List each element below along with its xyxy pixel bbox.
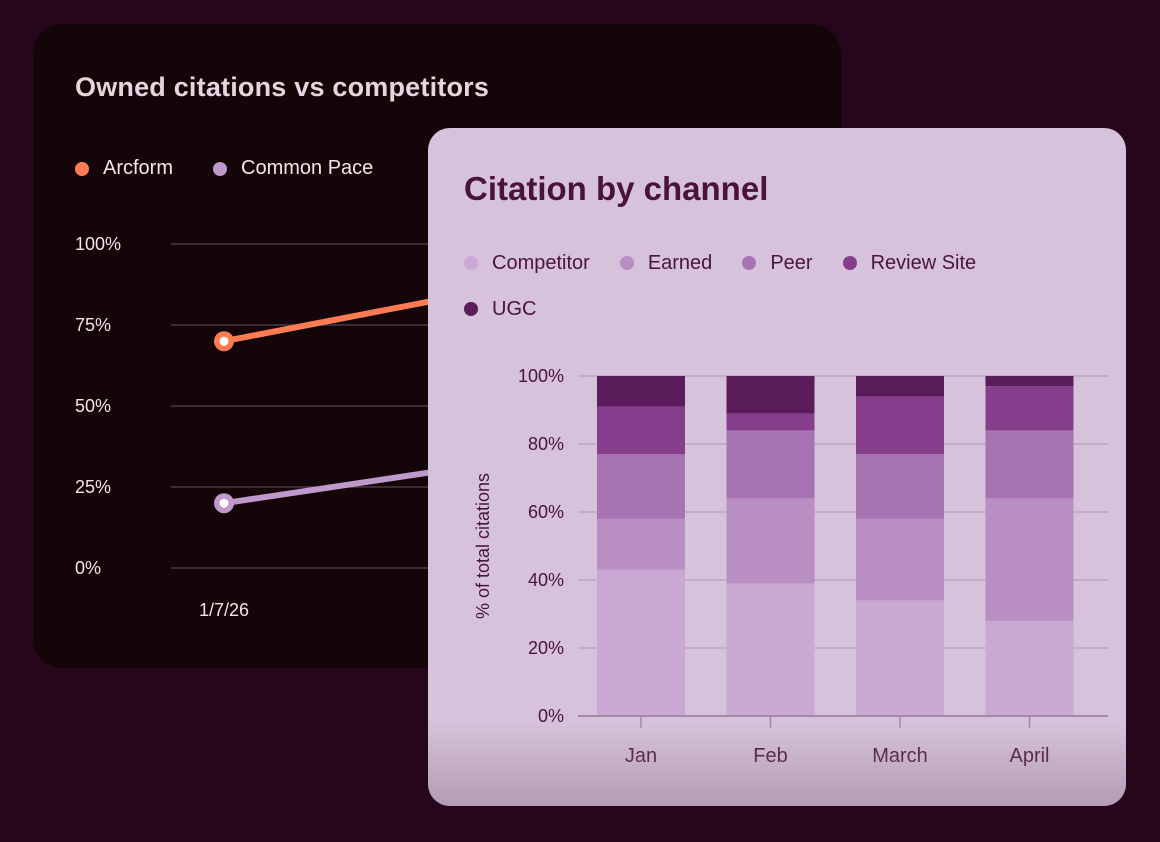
y-tick-label: 75% xyxy=(75,315,111,335)
owned-citations-legend: Arcform Common Pace xyxy=(75,157,413,180)
citation-by-channel-legend: Competitor Earned Peer Review Site UGC xyxy=(464,252,1084,320)
legend-item-arcform: Arcform xyxy=(75,157,173,180)
citation-by-channel-card: Citation by channel Competitor Earned Peer… xyxy=(428,128,1126,806)
data-point-center xyxy=(219,336,229,346)
bar-segment-competitor xyxy=(726,583,815,716)
bar-segment-competitor xyxy=(597,569,685,716)
bar-segment-competitor xyxy=(856,600,944,716)
legend-label: Peer xyxy=(770,251,813,274)
legend-item-common-pace: Common Pace xyxy=(213,157,373,180)
legend-dot xyxy=(464,302,478,316)
bar-segment-review-site xyxy=(726,413,815,431)
bar-segment-peer xyxy=(726,430,815,499)
arcform-legend-label: Arcform xyxy=(103,157,173,179)
bar-segment-earned xyxy=(985,498,1074,621)
y-tick-label: 80% xyxy=(528,434,564,454)
common-pace-legend-label: Common Pace xyxy=(241,157,374,179)
y-axis-title: % of total citations xyxy=(473,473,493,619)
y-tick-label: 100% xyxy=(518,366,564,386)
y-tick-label: 0% xyxy=(75,558,101,578)
legend-label: Competitor xyxy=(492,251,590,274)
legend-item: Competitor xyxy=(464,252,590,274)
bar-segment-ugc xyxy=(597,376,685,407)
legend-item: Review Site xyxy=(842,251,977,274)
bar-segment-earned xyxy=(856,518,944,601)
citation-by-channel-title: Citation by channel xyxy=(464,170,769,207)
owned-citations-title: Owned citations vs competitors xyxy=(75,72,490,102)
x-category-label: Feb xyxy=(753,745,787,767)
legend-label: Earned xyxy=(647,251,713,274)
common-pace-legend-dot xyxy=(213,161,227,176)
y-tick-label: 50% xyxy=(75,396,111,416)
bar-segment-ugc xyxy=(726,376,815,414)
bar-segment-review-site xyxy=(597,406,685,455)
y-tick-label: 20% xyxy=(528,638,564,658)
bar-segment-review-site xyxy=(856,396,944,455)
bar-segment-earned xyxy=(726,498,815,584)
bar-segment-competitor xyxy=(985,620,1074,716)
x-category-label: April xyxy=(1009,745,1049,767)
x-category-label: Jan xyxy=(625,745,657,767)
y-tick-label: 25% xyxy=(75,477,111,497)
data-point-center xyxy=(219,498,229,508)
legend-label: UGC xyxy=(492,297,537,320)
y-tick-label: 0% xyxy=(538,706,564,726)
bar-segment-ugc xyxy=(985,376,1074,387)
citation-by-channel-bar-chart: 0% 20% 40% 60% 80% 100% % of total citations Ja… xyxy=(473,366,1108,767)
legend-dot xyxy=(464,256,478,270)
x-category-label: March xyxy=(872,745,928,767)
y-tick-label: 60% xyxy=(528,502,564,522)
legend-item: Peer xyxy=(742,251,813,274)
bar-segment-ugc xyxy=(856,376,944,397)
bar-segment-peer xyxy=(856,454,944,519)
x-tick-label: 1/7/26 xyxy=(199,600,249,620)
bar-segment-review-site xyxy=(985,386,1074,431)
y-tick-label: 40% xyxy=(528,570,564,590)
bar-segment-peer xyxy=(985,430,1074,499)
arcform-legend-dot xyxy=(75,161,89,176)
bar-segment-earned xyxy=(597,518,685,570)
legend-dot xyxy=(842,256,857,270)
y-tick-label: 100% xyxy=(75,234,121,254)
legend-label: Review Site xyxy=(870,251,977,274)
legend-dot xyxy=(742,256,757,270)
bar-segment-peer xyxy=(597,454,685,519)
legend-item: UGC xyxy=(464,298,536,320)
legend-item: Earned xyxy=(619,251,713,274)
legend-dot xyxy=(619,256,634,270)
